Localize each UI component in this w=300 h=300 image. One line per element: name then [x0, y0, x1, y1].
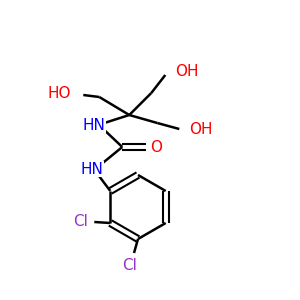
Text: Cl: Cl — [123, 257, 137, 272]
Text: Cl: Cl — [73, 214, 88, 229]
Text: OH: OH — [189, 122, 213, 136]
Text: HN: HN — [83, 118, 106, 133]
Text: OH: OH — [175, 64, 199, 79]
Text: O: O — [150, 140, 162, 154]
Text: HO: HO — [48, 85, 71, 100]
Text: HN: HN — [81, 161, 104, 176]
